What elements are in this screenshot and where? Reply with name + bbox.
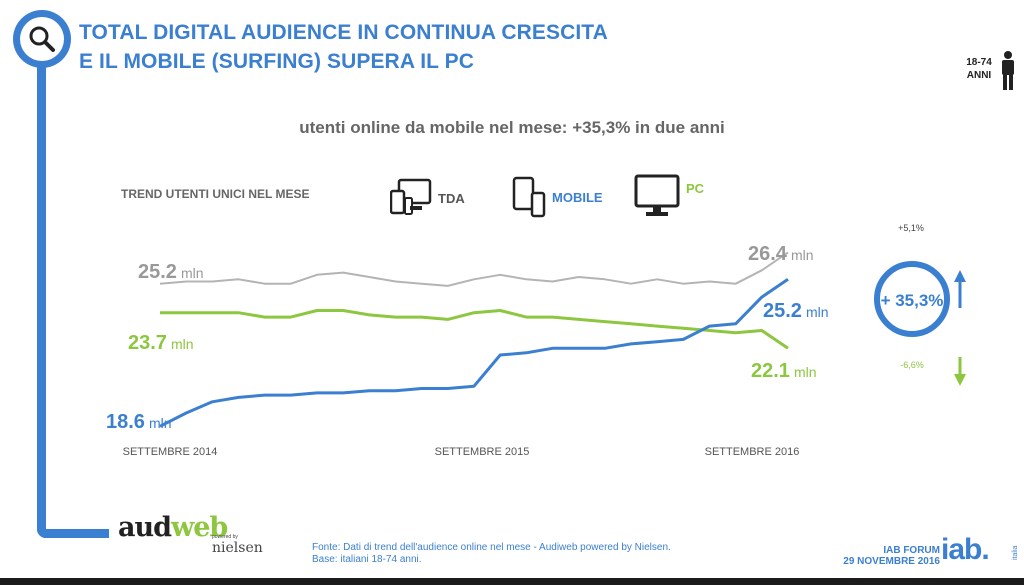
bottom-bar bbox=[0, 578, 1024, 585]
iab-logo: iab. bbox=[941, 533, 990, 566]
monitor-icon bbox=[634, 174, 680, 216]
series-line-mobile bbox=[159, 278, 789, 428]
mobile-icon bbox=[512, 176, 546, 218]
left-rail bbox=[37, 60, 46, 538]
age-unit: ANNI bbox=[966, 70, 992, 81]
event-caption: IAB FORUM 29 NOVEMBRE 2016 bbox=[838, 545, 940, 567]
search-icon bbox=[29, 26, 55, 52]
unit-label: mln bbox=[791, 247, 814, 263]
source-note: Fonte: Dati di trend dell'audience onlin… bbox=[312, 542, 671, 566]
data-label-tda-start: 25.2 mln bbox=[138, 261, 204, 283]
data-label-pc-end: 22.1 mln bbox=[751, 360, 817, 382]
data-label-mobile-start: 18.6 mln bbox=[106, 411, 172, 433]
age-badge: 18-74 ANNI bbox=[960, 44, 1020, 94]
series-line-pc bbox=[160, 309, 789, 350]
x-tick-label: SETTEMBRE 2015 bbox=[435, 446, 530, 458]
unit-label: mln bbox=[794, 364, 817, 380]
source-line-2: Base: italiani 18-74 anni. bbox=[312, 554, 422, 565]
legend-label-tda: TDA bbox=[438, 190, 465, 206]
unit-label: mln bbox=[181, 265, 204, 281]
trend-label: TREND UTENTI UNICI NEL MESE bbox=[121, 187, 310, 201]
mobile-change-label: + 35,3% bbox=[881, 291, 944, 310]
data-label-pc-start: 23.7 mln bbox=[128, 332, 194, 354]
magnifier-badge bbox=[13, 10, 71, 68]
legend-item-mobile: MOBILE bbox=[512, 176, 603, 218]
unit-label: mln bbox=[149, 415, 172, 431]
title-line-2: E IL MOBILE (SURFING) SUPERA IL PC bbox=[79, 50, 475, 73]
down-arrow-icon bbox=[954, 374, 966, 386]
powered-by-text: powered by bbox=[212, 534, 238, 540]
event-date: 29 NOVEMBRE 2016 bbox=[843, 556, 940, 567]
age-range: 18-74 bbox=[966, 57, 992, 68]
slide-title: TOTAL DIGITAL AUDIENCE IN CONTINUA CRESC… bbox=[79, 18, 608, 76]
legend-item-tda: TDA bbox=[390, 178, 465, 218]
data-label-mobile-end: 25.2 mln bbox=[763, 300, 829, 322]
unit-label: mln bbox=[171, 336, 194, 352]
audiweb-logo: audweb bbox=[118, 512, 228, 543]
tda-change-label: +5,1% bbox=[898, 223, 924, 233]
x-tick-label: SETTEMBRE 2016 bbox=[705, 446, 800, 458]
legend-item-pc: PC bbox=[634, 174, 704, 218]
legend-label-pc: PC bbox=[686, 180, 705, 196]
left-rail-foot bbox=[37, 529, 109, 538]
subtitle: utenti online da mobile nel mese: +35,3%… bbox=[299, 118, 725, 137]
nielsen-logo: nielsen bbox=[212, 540, 263, 556]
mobile-change-ring bbox=[874, 261, 950, 337]
data-label-tda-end: 26.4 mln bbox=[748, 243, 814, 265]
source-line-1: Fonte: Dati di trend dell'audience onlin… bbox=[312, 542, 671, 553]
pc-change-label: -6,6% bbox=[900, 360, 924, 370]
x-tick-label: SETTEMBRE 2014 bbox=[123, 446, 218, 458]
unit-label: mln bbox=[806, 304, 829, 320]
event-name: IAB FORUM bbox=[883, 545, 940, 556]
legend-label-mobile: MOBILE bbox=[552, 189, 603, 205]
series-line-tda bbox=[159, 251, 789, 287]
devices-icon bbox=[390, 178, 432, 215]
person-icon bbox=[1002, 51, 1014, 90]
iab-italia-text: italia bbox=[1012, 545, 1019, 560]
title-line-1: TOTAL DIGITAL AUDIENCE IN CONTINUA CRESC… bbox=[79, 21, 608, 44]
up-arrow-icon bbox=[954, 270, 966, 282]
